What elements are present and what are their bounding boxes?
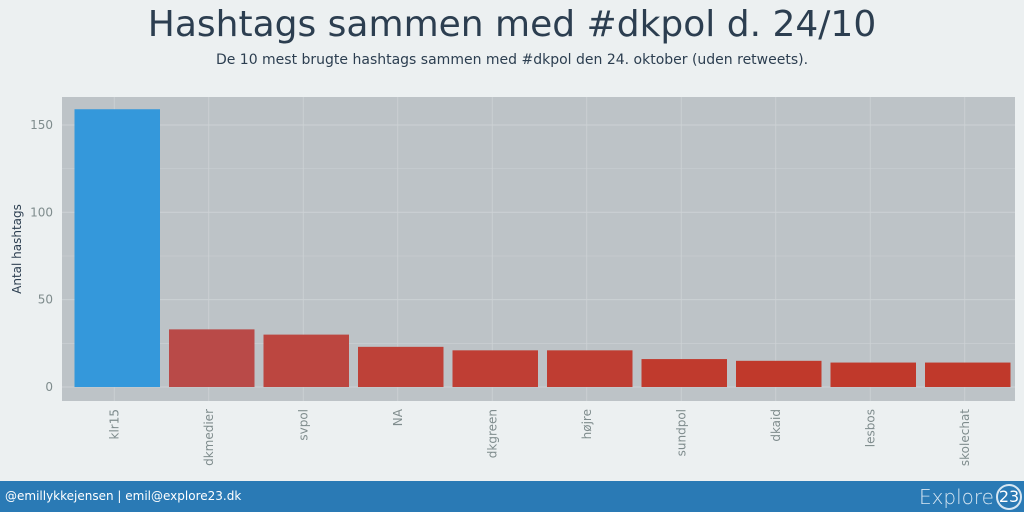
- bar: [74, 109, 160, 388]
- bar: [547, 350, 633, 388]
- bar: [641, 359, 727, 388]
- bar: [830, 362, 916, 388]
- footer-bar: @emillykkejensen | emil@explore23.dk Exp…: [0, 481, 1024, 512]
- y-tick-label: 50: [38, 293, 53, 307]
- bar: [358, 346, 444, 388]
- y-tick-label: 100: [30, 205, 53, 219]
- x-tick-label: lesbos: [863, 409, 877, 447]
- bar: [452, 350, 538, 388]
- x-tick-label: svpol: [296, 409, 310, 441]
- x-tick-label: sundpol: [674, 409, 688, 456]
- x-tick-label: klr15: [107, 409, 121, 440]
- bar-chart: 0 50 100 150 Antal hashtags klr15 dkmedier svpo…: [10, 97, 1015, 466]
- bar: [263, 334, 349, 388]
- x-tick-label: NA: [391, 408, 405, 426]
- author-credit: @emillykkejensen | emil@explore23.dk: [5, 489, 242, 503]
- y-tick-label: 0: [45, 380, 53, 394]
- x-tick-label: dkgreen: [485, 409, 499, 458]
- logo-wordmark: Explore: [918, 484, 994, 509]
- x-tick-label: dkaid: [769, 409, 783, 442]
- bar: [169, 329, 255, 388]
- x-tick-label: højre: [580, 409, 594, 439]
- x-tick-label: dkmedier: [202, 409, 216, 466]
- bar: [736, 360, 822, 388]
- logo-badge: 23: [996, 483, 1022, 510]
- y-tick-label: 150: [30, 118, 53, 132]
- bar: [925, 362, 1011, 388]
- y-axis-label: Antal hashtags: [10, 204, 24, 294]
- chart-subtitle: De 10 mest brugte hashtags sammen med #d…: [215, 52, 809, 68]
- explore23-logo: Explore 23: [919, 482, 1022, 511]
- chart-title: Hashtags sammen med #dkpol d. 24/10: [147, 4, 877, 45]
- x-tick-label: skolechat: [958, 409, 972, 466]
